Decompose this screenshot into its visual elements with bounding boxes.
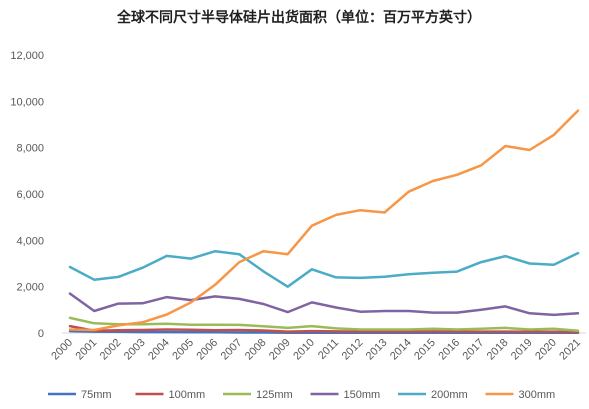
x-axis: 2000200120022003200420052006200720082009… (49, 337, 583, 363)
series-line-125mm (68, 316, 580, 332)
y-tick-label: 8,000 (16, 143, 44, 155)
series-line-200mm (68, 249, 580, 288)
y-tick-label: 6,000 (16, 189, 44, 201)
x-tick-label: 2002 (98, 337, 124, 363)
x-tick-label: 2011 (316, 337, 341, 362)
series-line-150mm (68, 292, 580, 317)
x-tick-label: 2019 (509, 337, 535, 363)
x-tick-label: 2006 (194, 337, 220, 363)
legend-label-150mm: 150mm (344, 389, 381, 401)
x-tick-label: 2008 (243, 337, 269, 363)
legend-label-125mm: 125mm (256, 389, 293, 401)
series-line-300mm (68, 109, 580, 332)
legend: 75mm 100mm 125mm 150mm 200mm 300mm (48, 389, 555, 401)
x-tick-label: 2018 (485, 337, 511, 363)
x-tick-label: 2016 (436, 337, 462, 363)
x-tick-label: 2000 (49, 337, 75, 363)
y-tick-label: 10,000 (10, 96, 44, 108)
x-tick-label: 2012 (340, 337, 366, 363)
legend-label-300mm: 300mm (519, 389, 556, 401)
x-tick-label: 2004 (146, 337, 172, 363)
x-tick-label: 2010 (291, 337, 317, 363)
series-lines (68, 109, 580, 335)
legend-label-200mm: 200mm (431, 389, 468, 401)
chart-title: 全球不同尺寸半导体硅片出货面积（单位：百万平方英寸） (116, 9, 481, 26)
x-tick-label: 2014 (388, 337, 414, 363)
y-axis: 0 2,000 4,000 6,000 8,000 10,000 12,000 (10, 50, 44, 340)
x-tick-label: 2003 (122, 337, 148, 363)
y-tick-label: 12,000 (10, 50, 44, 62)
legend-label-75mm: 75mm (81, 389, 112, 401)
x-tick-label: 2009 (267, 337, 293, 363)
x-tick-label: 2021 (557, 337, 583, 363)
y-tick-label: 4,000 (16, 235, 44, 247)
x-tick-label: 2005 (170, 337, 196, 363)
x-tick-label: 2013 (364, 337, 390, 363)
x-tick-label: 2001 (74, 337, 100, 363)
x-tick-label: 2007 (219, 337, 245, 363)
x-tick-label: 2020 (533, 337, 559, 363)
y-tick-label: 0 (38, 328, 44, 340)
series-line-100mm (68, 324, 580, 334)
legend-label-100mm: 100mm (169, 389, 206, 401)
x-tick-label: 2015 (412, 337, 438, 363)
x-tick-label: 2017 (461, 337, 487, 363)
y-tick-label: 2,000 (16, 282, 44, 294)
